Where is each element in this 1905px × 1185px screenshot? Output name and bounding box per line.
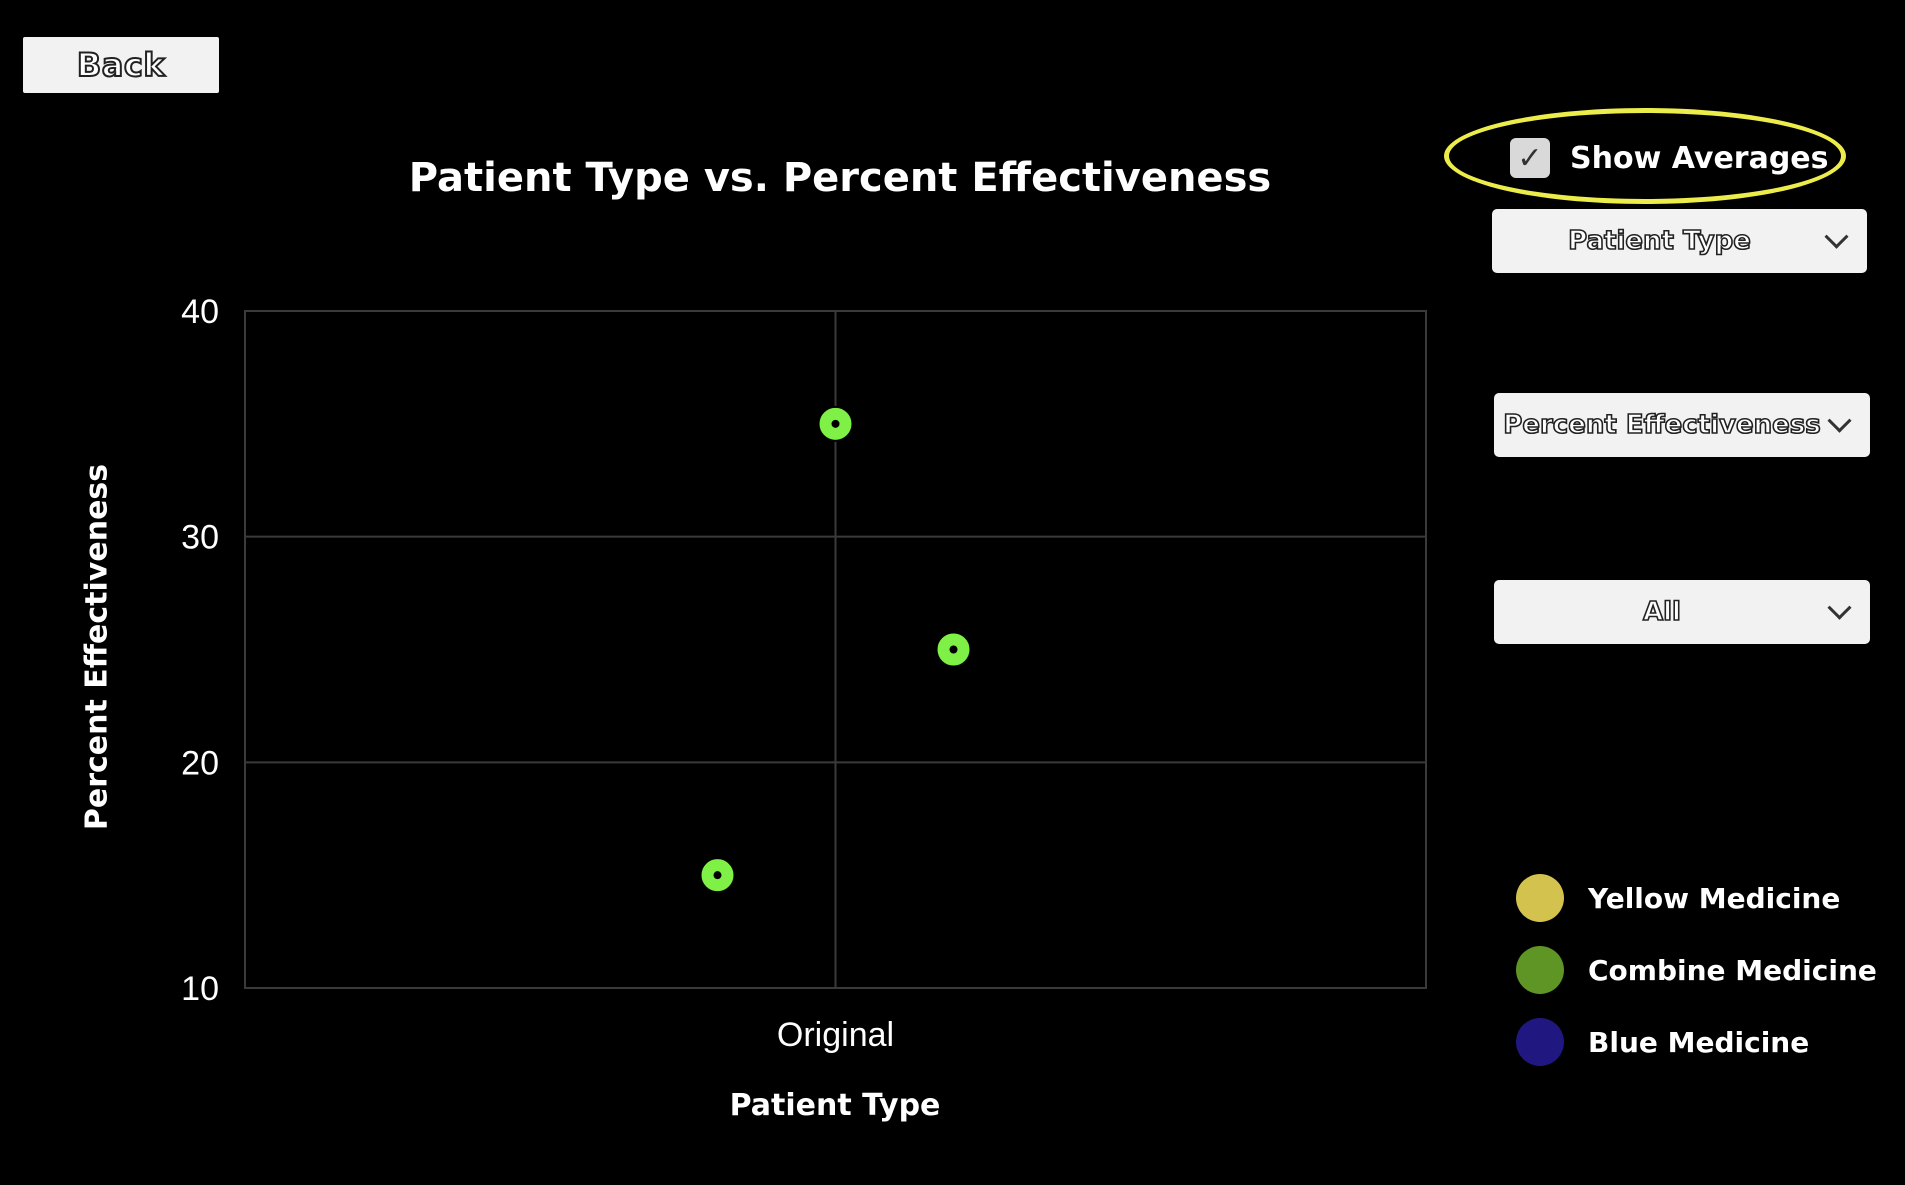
legend-item: Combine Medicine bbox=[1516, 946, 1877, 994]
y-tick-label: 20 bbox=[181, 744, 219, 782]
legend-label: Blue Medicine bbox=[1588, 1025, 1810, 1059]
y-tick-label: 10 bbox=[181, 970, 219, 1008]
legend-swatch bbox=[1516, 874, 1564, 922]
chevron-down-icon bbox=[1827, 408, 1852, 433]
back-button[interactable]: Back bbox=[23, 37, 219, 93]
show-averages-toggle[interactable]: ✓ Show Averages bbox=[1510, 138, 1829, 178]
show-averages-highlight bbox=[1444, 108, 1846, 204]
legend-label: Yellow Medicine bbox=[1588, 881, 1841, 915]
legend-item: Yellow Medicine bbox=[1516, 874, 1877, 922]
y-tick-label: 30 bbox=[181, 519, 219, 557]
data-point-center bbox=[831, 419, 840, 428]
y-axis-select-value: Percent Effectiveness bbox=[1502, 409, 1821, 441]
show-averages-checkbox[interactable]: ✓ bbox=[1510, 138, 1550, 178]
x-axis-select-value: Patient Type bbox=[1567, 225, 1751, 257]
filter-select-value: All bbox=[1642, 596, 1682, 628]
y-axis-select[interactable]: Percent Effectiveness bbox=[1494, 393, 1870, 457]
data-point-center bbox=[713, 871, 722, 880]
chevron-down-icon bbox=[1827, 595, 1852, 620]
legend-item: Blue Medicine bbox=[1516, 1018, 1877, 1066]
x-axis-label: Patient Type bbox=[729, 1088, 941, 1123]
checkmark-icon: ✓ bbox=[1517, 140, 1543, 176]
x-axis-select[interactable]: Patient Type bbox=[1492, 209, 1867, 273]
chart-title: Patient Type vs. Percent Effectiveness bbox=[408, 155, 1272, 201]
show-averages-label: Show Averages bbox=[1570, 140, 1829, 176]
x-tick-label: Original bbox=[777, 1016, 894, 1054]
y-tick-label: 40 bbox=[181, 293, 219, 331]
legend-swatch bbox=[1516, 946, 1564, 994]
legend: Yellow Medicine Combine Medicine Blue Me… bbox=[1516, 874, 1877, 1066]
legend-label: Combine Medicine bbox=[1588, 953, 1877, 987]
filter-select[interactable]: All bbox=[1494, 580, 1870, 644]
legend-swatch bbox=[1516, 1018, 1564, 1066]
chevron-down-icon bbox=[1824, 224, 1849, 249]
data-point-center bbox=[949, 645, 958, 654]
